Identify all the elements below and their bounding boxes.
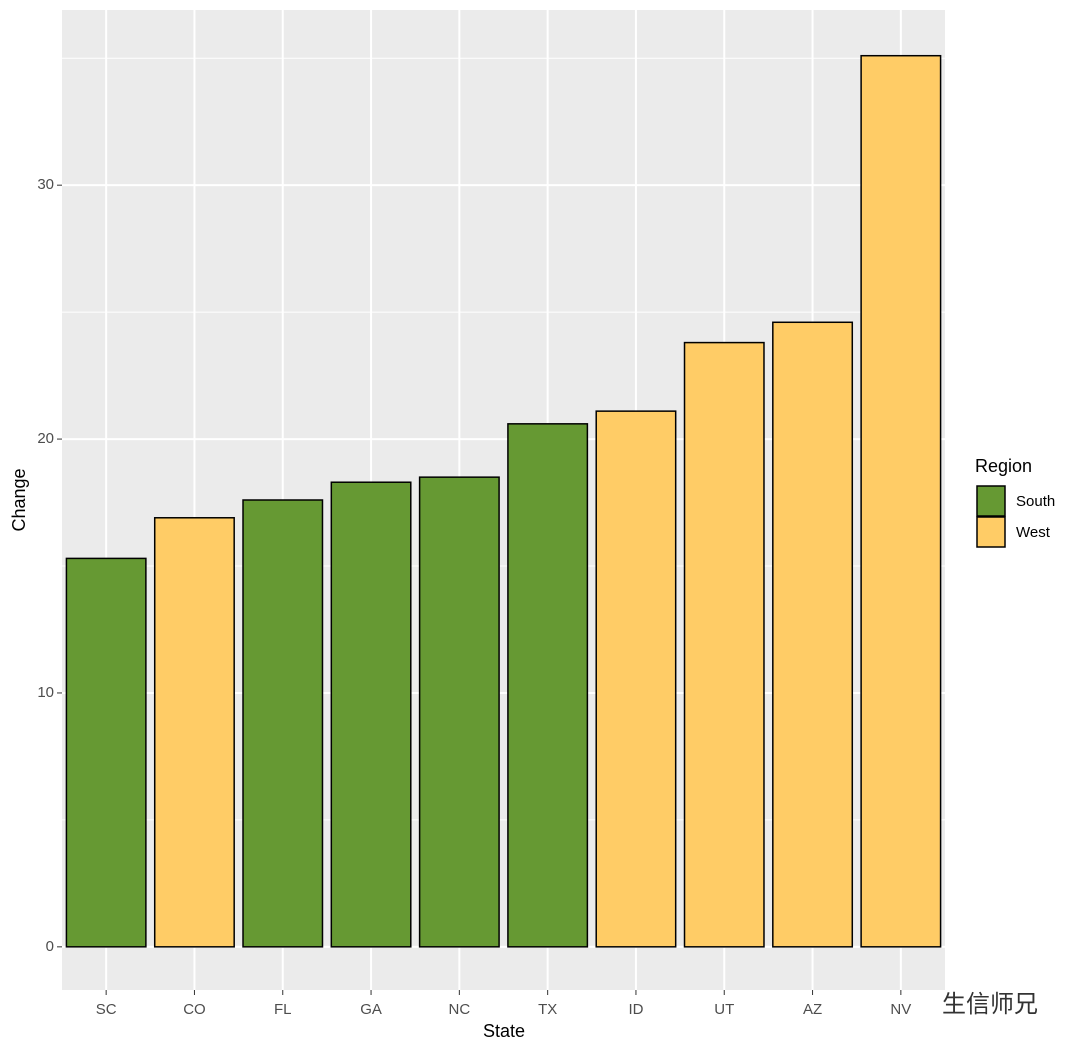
x-axis-title: State xyxy=(483,1021,525,1041)
bar xyxy=(242,499,324,948)
bar xyxy=(860,54,942,948)
x-tick-label: UT xyxy=(714,1001,734,1018)
legend-key xyxy=(976,485,1006,517)
bar xyxy=(595,410,677,948)
bar xyxy=(65,557,147,948)
x-tick-label: SC xyxy=(96,1001,117,1018)
y-tick-label: 20 xyxy=(37,430,54,447)
x-tick-label: GA xyxy=(360,1001,382,1018)
legend-key xyxy=(976,516,1006,548)
x-tick-label: NC xyxy=(449,1001,471,1018)
legend-title: Region xyxy=(975,456,1032,476)
bar xyxy=(418,476,500,948)
x-tick-label: AZ xyxy=(803,1001,822,1018)
y-tick-label: 0 xyxy=(46,938,54,955)
watermark: 生信师兄 xyxy=(942,990,1038,1018)
bar xyxy=(683,341,765,948)
x-tick-label: TX xyxy=(538,1001,557,1018)
x-tick-label: FL xyxy=(274,1001,292,1018)
bar xyxy=(330,481,412,948)
bar xyxy=(507,423,589,948)
x-tick-label: CO xyxy=(183,1001,206,1018)
legend-label: West xyxy=(1016,524,1051,541)
x-tick-label: ID xyxy=(628,1001,643,1018)
bar xyxy=(772,321,854,948)
x-tick-label: NV xyxy=(890,1001,911,1018)
bar xyxy=(153,517,235,948)
y-tick-label: 30 xyxy=(37,176,54,193)
legend-label: South xyxy=(1016,493,1055,510)
y-axis-title: Change xyxy=(9,468,29,531)
y-tick-label: 10 xyxy=(37,684,54,701)
